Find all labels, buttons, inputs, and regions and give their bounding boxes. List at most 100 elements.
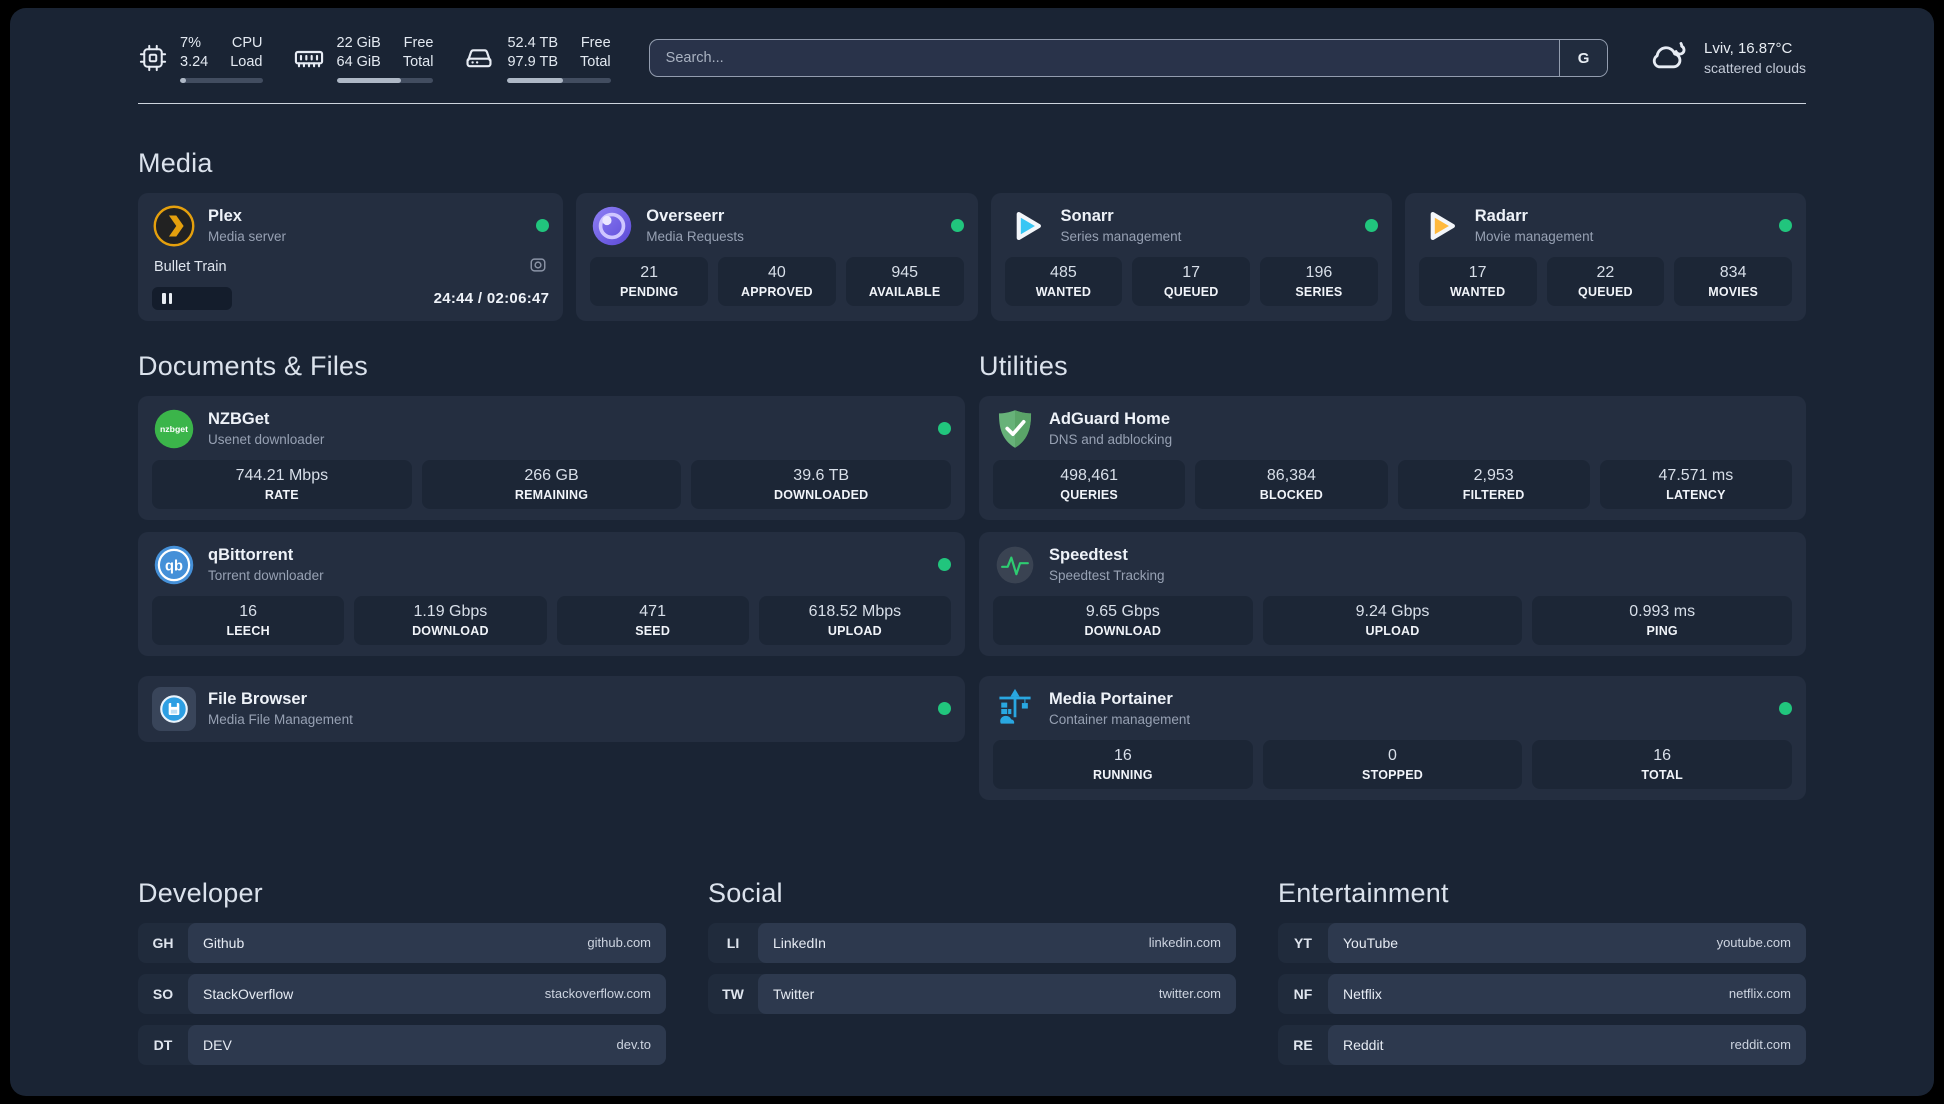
now-playing-title: Bullet Train — [154, 259, 227, 276]
stat-value: 47.571 ms — [1658, 466, 1734, 484]
stat-label: LATENCY — [1666, 487, 1726, 502]
bookmark-url: github.com — [587, 935, 651, 951]
header: 7% 3.24 CPU Load — [138, 34, 1806, 83]
portainer-card[interactable]: Media Portainer Container management 16 … — [979, 675, 1806, 800]
stat-value: 945 — [891, 263, 919, 281]
stat-value: 16 — [239, 602, 258, 620]
bookmark-tag: DT — [153, 1036, 173, 1053]
stat-label: QUERIES — [1060, 487, 1118, 502]
stat-tile: 834 MOVIES — [1674, 256, 1793, 306]
stat-value: 40 — [768, 263, 786, 281]
weather-location-temp: Lviv, 16.87°C — [1704, 39, 1793, 57]
stat-tile: 498,461 QUERIES — [993, 459, 1186, 509]
bookmark-url: youtube.com — [1716, 935, 1791, 951]
stat-tile: 16 TOTAL — [1532, 739, 1793, 789]
section-title-social: Social — [708, 877, 783, 908]
bookmark-youtube[interactable]: YT YouTube youtube.com — [1278, 922, 1806, 963]
bookmark-netflix[interactable]: NF Netflix netflix.com — [1278, 973, 1806, 1014]
card-title: qBittorrent — [208, 546, 294, 565]
bookmark-url: stackoverflow.com — [544, 986, 651, 1002]
ram-icon — [293, 42, 325, 74]
bookmark-tag: SO — [152, 985, 174, 1002]
stat-label: PING — [1646, 623, 1678, 638]
card-title: Overseerr — [646, 207, 725, 225]
stat-tile: 9.65 Gbps DOWNLOAD — [993, 595, 1253, 645]
stat-value: 2,953 — [1473, 466, 1514, 484]
status-dot — [938, 422, 951, 436]
status-dot — [950, 219, 964, 233]
bookmark-url: linkedin.com — [1148, 935, 1221, 951]
bookmark-twitter[interactable]: TW Twitter twitter.com — [708, 973, 1236, 1014]
cpu-progress-fill — [180, 78, 186, 83]
stat-value: 498,461 — [1060, 466, 1119, 484]
disk-total-value: 97.9 TB — [507, 54, 559, 71]
stat-tile: 2,953 FILTERED — [1397, 459, 1590, 509]
ram-total-value: 64 GiB — [336, 54, 381, 71]
bookmark-stackoverflow[interactable]: SO StackOverflow stackoverflow.com — [138, 973, 666, 1014]
bookmark-tag: TW — [722, 985, 744, 1002]
stat-tile: 39.6 TB DOWNLOADED — [691, 459, 952, 509]
sonarr-card[interactable]: Sonarr Series management 485 WANTED 17 Q… — [990, 192, 1392, 321]
nzbget-card[interactable]: nzbget NZBGet Usenet downloader 744.21 M… — [138, 395, 965, 520]
system-metrics: 7% 3.24 CPU Load — [138, 34, 611, 83]
card-title: File Browser — [208, 690, 308, 709]
bookmark-name: Reddit — [1343, 1036, 1384, 1053]
cpu-load-value: 3.24 — [180, 54, 209, 71]
card-subtitle: Series management — [1060, 228, 1182, 244]
stat-label: WANTED — [1449, 284, 1506, 299]
plex-card[interactable]: Plex Media server Bullet Train — [138, 192, 564, 321]
stat-tile: 0.993 ms PING — [1532, 595, 1793, 645]
card-title: Media Portainer — [1049, 690, 1173, 709]
stat-value: 0.993 ms — [1629, 602, 1696, 620]
stat-value: 196 — [1305, 263, 1333, 281]
radarr-icon — [1419, 204, 1463, 248]
disk-icon — [463, 42, 495, 74]
card-subtitle: Media File Management — [208, 711, 353, 727]
bookmark-tag: NF — [1293, 985, 1313, 1002]
ram-free-value: 22 GiB — [336, 35, 381, 51]
cast-icon[interactable] — [529, 256, 547, 279]
weather-widget: Lviv, 16.87°C scattered clouds — [1646, 36, 1806, 81]
bookmark-linkedin[interactable]: LI LinkedIn linkedin.com — [708, 922, 1236, 963]
pause-icon — [162, 292, 166, 304]
pause-button[interactable] — [152, 286, 232, 310]
disk-total-label: Total — [580, 54, 611, 71]
ram-free-label: Free — [403, 35, 434, 51]
speedtest-icon — [993, 543, 1037, 587]
stat-tile: 16 LEECH — [152, 595, 345, 645]
search-input[interactable] — [649, 40, 1560, 77]
qbittorrent-card[interactable]: qb qBittorrent Torrent downloader 16 — [138, 531, 965, 656]
radarr-card[interactable]: Radarr Movie management 17 WANTED 22 QUE… — [1404, 192, 1806, 321]
stat-label: DOWNLOAD — [1084, 623, 1162, 638]
stat-value: 17 — [1468, 263, 1487, 281]
bookmark-reddit[interactable]: RE Reddit reddit.com — [1278, 1024, 1806, 1065]
stat-tile: 471 SEED — [556, 595, 749, 645]
cpu-load-label: Load — [230, 54, 263, 71]
ram-total-label: Total — [402, 54, 434, 71]
bookmark-tag: LI — [726, 934, 740, 951]
stat-label: APPROVED — [741, 284, 813, 299]
bookmark-group-social: Social LI LinkedIn linkedin.com TW Twitt… — [708, 878, 1236, 1065]
card-subtitle: Container management — [1049, 711, 1191, 727]
plex-now-playing: Bullet Train 24:44 / 02:06:47 — [152, 256, 549, 310]
bookmark-url: netflix.com — [1728, 986, 1791, 1002]
stat-value: 9.65 Gbps — [1085, 602, 1160, 620]
stat-label: SEED — [635, 623, 671, 638]
weather-condition: scattered clouds — [1704, 60, 1806, 77]
status-dot — [938, 558, 951, 572]
adguard-card[interactable]: AdGuard Home DNS and adblocking 498,461 … — [979, 395, 1806, 520]
overseerr-card[interactable]: Overseerr Media Requests 21 PENDING 40 A… — [576, 192, 978, 321]
bookmark-github[interactable]: GH Github github.com — [138, 922, 666, 963]
filebrowser-card[interactable]: File Browser Media File Management — [138, 675, 965, 742]
stat-tile: 17 WANTED — [1418, 256, 1537, 306]
stat-tile: 1.19 Gbps DOWNLOAD — [354, 595, 547, 645]
stat-tile: 40 APPROVED — [718, 256, 836, 306]
search-engine-button[interactable]: G — [1559, 40, 1608, 77]
bookmark-name: Netflix — [1343, 985, 1382, 1002]
stat-tile: 9.24 Gbps UPLOAD — [1262, 595, 1523, 645]
bookmark-dev[interactable]: DT DEV dev.to — [138, 1024, 666, 1065]
speedtest-card[interactable]: Speedtest Speedtest Tracking 9.65 Gbps D… — [979, 531, 1806, 656]
bookmark-tag: RE — [1293, 1036, 1313, 1053]
stat-tile: 17 QUEUED — [1132, 256, 1251, 306]
card-subtitle: Media Requests — [646, 228, 744, 244]
